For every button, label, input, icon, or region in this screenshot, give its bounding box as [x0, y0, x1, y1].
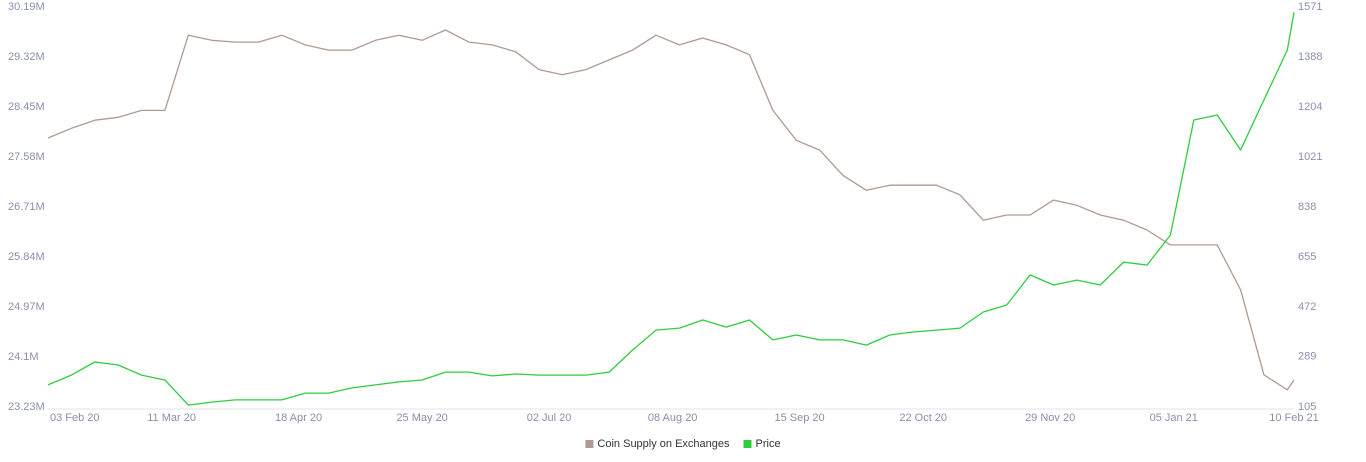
y2-tick-label: 105 — [1298, 401, 1316, 413]
y-tick-label: 25.84M — [8, 251, 45, 263]
y-tick-label: 24.1M — [8, 351, 39, 363]
legend-swatch — [743, 440, 752, 448]
x-tick-label: 05 Jan 21 — [1150, 412, 1198, 424]
series-line — [47, 12, 1295, 406]
x-tick-label: 03 Feb 20 — [50, 412, 100, 424]
y-tick-label: 28.45M — [8, 101, 45, 113]
y2-tick-label: 1571 — [1298, 1, 1322, 13]
y2-tick-label: 1388 — [1298, 51, 1322, 63]
legend-label: Price — [756, 438, 781, 450]
y2-tick-label: 1204 — [1298, 101, 1322, 113]
legend-label: Coin Supply on Exchanges — [597, 438, 730, 450]
x-tick-label: 25 May 20 — [396, 412, 447, 424]
legend-item[interactable]: Price — [743, 438, 781, 450]
x-tick-label: 15 Sep 20 — [775, 412, 825, 424]
y2-tick-label: 289 — [1298, 351, 1316, 363]
y-tick-label: 27.58M — [8, 151, 45, 163]
x-tick-label: 29 Nov 20 — [1025, 412, 1075, 424]
legend-item[interactable]: Coin Supply on Exchanges — [585, 438, 730, 450]
y2-tick-label: 472 — [1298, 301, 1316, 313]
y2-tick-label: 1021 — [1298, 151, 1322, 163]
legend: Coin Supply on Exchanges Price — [585, 438, 781, 450]
y-tick-label: 26.71M — [8, 201, 45, 213]
series-line — [47, 29, 1295, 391]
x-tick-label: 18 Apr 20 — [275, 412, 322, 424]
y-tick-label: 30.19M — [8, 1, 45, 13]
y2-tick-label: 838 — [1298, 201, 1316, 213]
x-tick-label: 22 Oct 20 — [899, 412, 947, 424]
y2-tick-label: 655 — [1298, 251, 1316, 263]
y-tick-label: 29.32M — [8, 51, 45, 63]
y-tick-label: 24.97M — [8, 301, 45, 313]
x-tick-label: 10 Feb 21 — [1269, 412, 1319, 424]
x-tick-label: 11 Mar 20 — [147, 412, 196, 424]
x-tick-label: 08 Aug 20 — [648, 412, 698, 424]
y-tick-label: 23.23M — [8, 401, 45, 413]
legend-swatch — [585, 440, 594, 448]
x-tick-label: 02 Jul 20 — [527, 412, 572, 424]
